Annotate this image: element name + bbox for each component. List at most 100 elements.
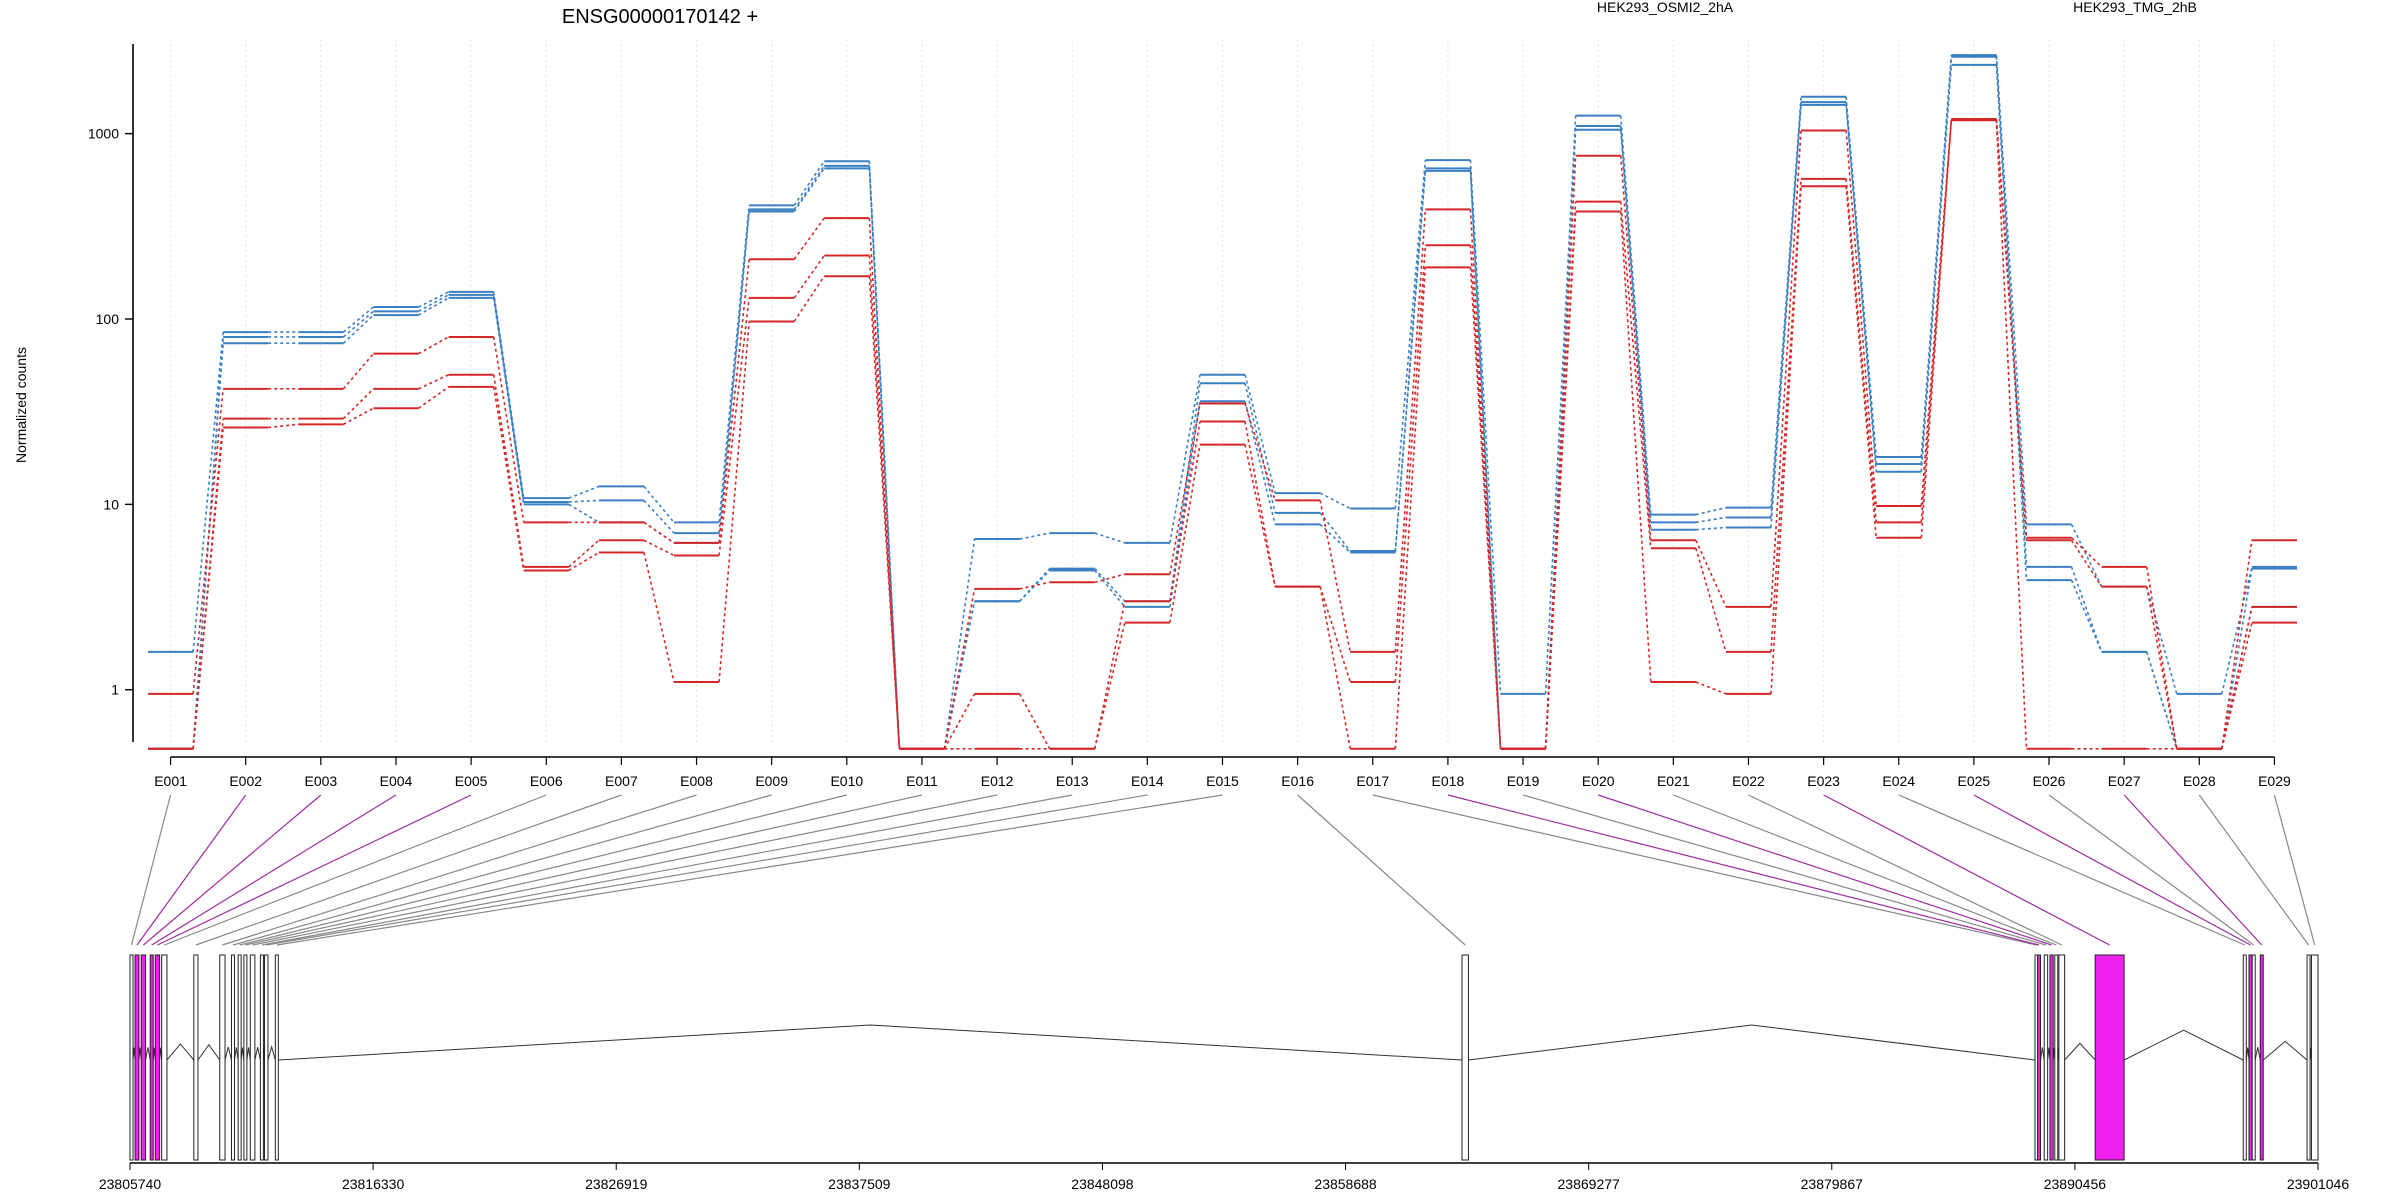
- x-tick-label: E028: [2183, 773, 2216, 789]
- series-connector: [718, 211, 750, 543]
- x-tick-label: E021: [1657, 773, 1690, 789]
- series-connector: [418, 291, 449, 308]
- exon-link: [1522, 794, 2047, 946]
- exon-box: [149, 954, 154, 1161]
- series-connector: [1319, 512, 1351, 552]
- series-connector: [1770, 104, 1802, 528]
- exon-link: [239, 794, 847, 946]
- x-tick-label: E025: [1958, 773, 1991, 789]
- series-layer: [148, 54, 2297, 750]
- series-connector: [1244, 421, 1276, 587]
- series-connector: [1695, 516, 1727, 524]
- series-connector: [1845, 130, 1877, 507]
- exon-link: [232, 794, 772, 946]
- x-tick-label: E015: [1206, 773, 1239, 789]
- x-tick-label: E002: [229, 773, 262, 789]
- series-connector: [343, 407, 374, 426]
- series-connector: [1695, 539, 1727, 608]
- x-tick-label: E027: [2108, 773, 2141, 789]
- series-connector: [2071, 537, 2103, 568]
- y-tick-label: 1: [111, 682, 119, 698]
- coord-tick-label: 23837509: [828, 1176, 891, 1192]
- intron-line: [278, 1024, 1463, 1061]
- series-connector: [418, 294, 449, 313]
- exon-box: [140, 954, 147, 1161]
- series-connector: [2221, 568, 2253, 749]
- series-connector: [793, 255, 825, 299]
- x-tick-label: E008: [680, 773, 713, 789]
- exon-link: [1673, 794, 2057, 946]
- series-connector: [1244, 383, 1276, 514]
- series-connector: [793, 167, 825, 212]
- series-connector: [718, 321, 750, 683]
- coord-tick-label: 23879867: [1801, 1176, 1864, 1192]
- x-tick-label: E014: [1131, 773, 1164, 789]
- series-connector: [1619, 211, 1652, 683]
- x-tick-label: E023: [1807, 773, 1840, 789]
- series-connector: [793, 275, 825, 322]
- intron-line: [2262, 1040, 2308, 1061]
- series-connector: [1394, 160, 1427, 509]
- exon-box: [2259, 954, 2264, 1161]
- y-tick-label: 1000: [88, 126, 119, 142]
- series-connector: [643, 539, 675, 557]
- x-tick-label: E016: [1281, 773, 1314, 789]
- series-connector: [718, 205, 750, 523]
- series-connector: [192, 343, 224, 749]
- exon-link: [2273, 794, 2316, 946]
- coord-tick-label: 23848098: [1071, 1176, 1134, 1192]
- exon-link: [261, 794, 1073, 946]
- x-tick-label: E017: [1356, 773, 1389, 789]
- exon-link: [136, 794, 247, 946]
- series-connector: [1244, 444, 1276, 587]
- series-connector: [1019, 532, 1050, 540]
- series-connector: [192, 332, 224, 652]
- exon-box: [154, 954, 161, 1161]
- series-connector: [1995, 56, 2028, 567]
- series-connector: [1770, 186, 1802, 694]
- series-connector: [868, 218, 901, 749]
- series-connector: [1244, 374, 1276, 494]
- exon-box: [129, 954, 134, 1161]
- exon-link: [1372, 794, 2037, 946]
- y-axis: 1 10 100 1000: [88, 44, 134, 742]
- series-connector: [1920, 64, 1953, 472]
- series-connector: [1094, 569, 1126, 608]
- series-connector: [2070, 524, 2103, 587]
- exon-box: [2310, 954, 2319, 1161]
- exon-box: [2043, 954, 2049, 1161]
- exon-link: [245, 794, 923, 946]
- exon-link: [1823, 794, 2110, 946]
- series-connector: [943, 693, 976, 750]
- series-connector: [1695, 506, 1727, 516]
- exon-link: [2048, 794, 2255, 946]
- exon-box: [193, 954, 199, 1161]
- x-tick-label: E010: [830, 773, 863, 789]
- series-connector: [568, 485, 600, 499]
- x-tick-label: E020: [1582, 773, 1615, 789]
- series-connector: [643, 499, 675, 534]
- series-connector: [2145, 586, 2178, 749]
- series-connector: [2070, 566, 2103, 653]
- intron-line: [197, 1043, 221, 1061]
- series-connector: [1319, 492, 1351, 510]
- exon-grid: [170, 40, 2275, 742]
- series-connector: [1169, 401, 1201, 607]
- series-connector: [1920, 120, 1953, 538]
- series-connector: [1544, 201, 1577, 749]
- x-axis: E001 E002 E003 E004 E005 E006 E007 E008 E009 E010…: [154, 756, 2291, 789]
- exon-box: [2058, 954, 2066, 1161]
- series-connector: [342, 314, 374, 344]
- series-connector: [943, 538, 976, 749]
- intron-line: [145, 1047, 151, 1061]
- exon-box: [2037, 954, 2042, 1161]
- y-tick-label: 100: [96, 311, 120, 327]
- series-connector: [1018, 693, 1051, 750]
- coord-tick-label: 23805740: [99, 1176, 162, 1192]
- series-connector: [492, 336, 525, 523]
- exon-box: [1461, 954, 1469, 1161]
- exon-box: [243, 954, 248, 1161]
- exon-box: [2306, 954, 2311, 1161]
- series-connector: [2070, 579, 2103, 653]
- x-tick-label: E004: [380, 773, 413, 789]
